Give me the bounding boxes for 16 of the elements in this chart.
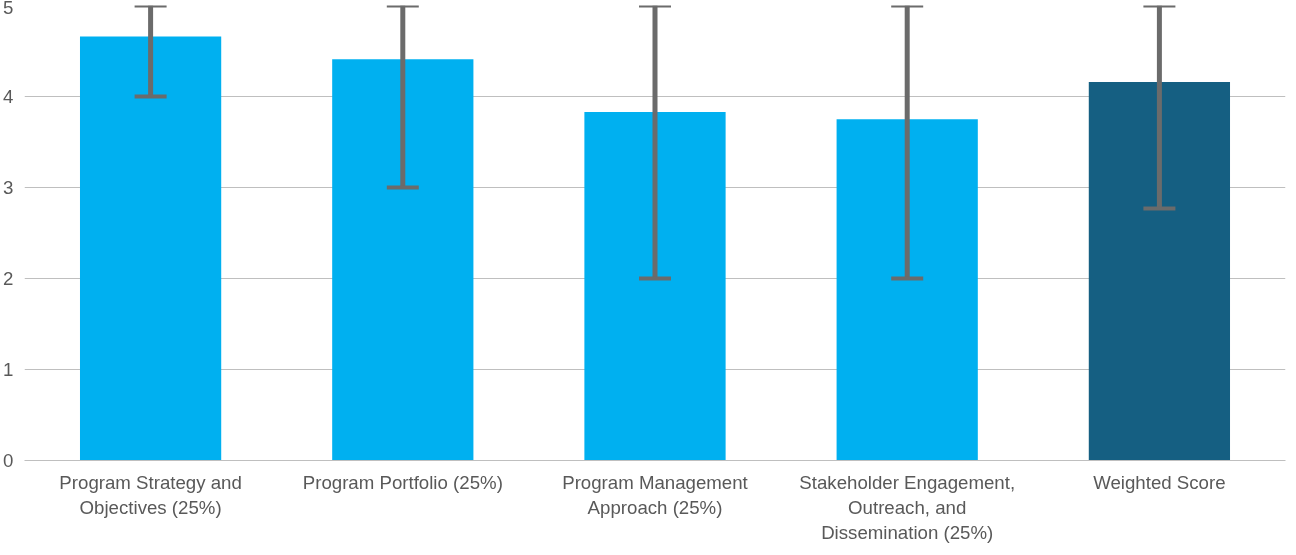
y-tick-label: 1 [3,359,14,380]
x-tick-label: Program Portfolio (25%) [302,471,503,493]
bar [584,111,726,461]
bar [1088,81,1231,461]
x-tick-label: Program Management Approach (25%) [562,471,749,518]
y-tick-label: 0 [3,450,14,471]
bar [836,119,978,461]
bar [79,36,222,461]
y-tick-label: 4 [3,86,14,107]
x-tick-label: Stakeholder Engagement, Outreach, and Dissemination (25%) [799,471,1016,543]
x-tick-label: Weighted Score [1093,471,1226,493]
y-tick-label: 2 [3,268,14,289]
x-tick-label: Program Strategy and Objectives (25%) [59,471,242,518]
y-tick-label: 3 [3,177,14,198]
y-tick-label: 5 [3,0,14,18]
bar [332,59,474,461]
